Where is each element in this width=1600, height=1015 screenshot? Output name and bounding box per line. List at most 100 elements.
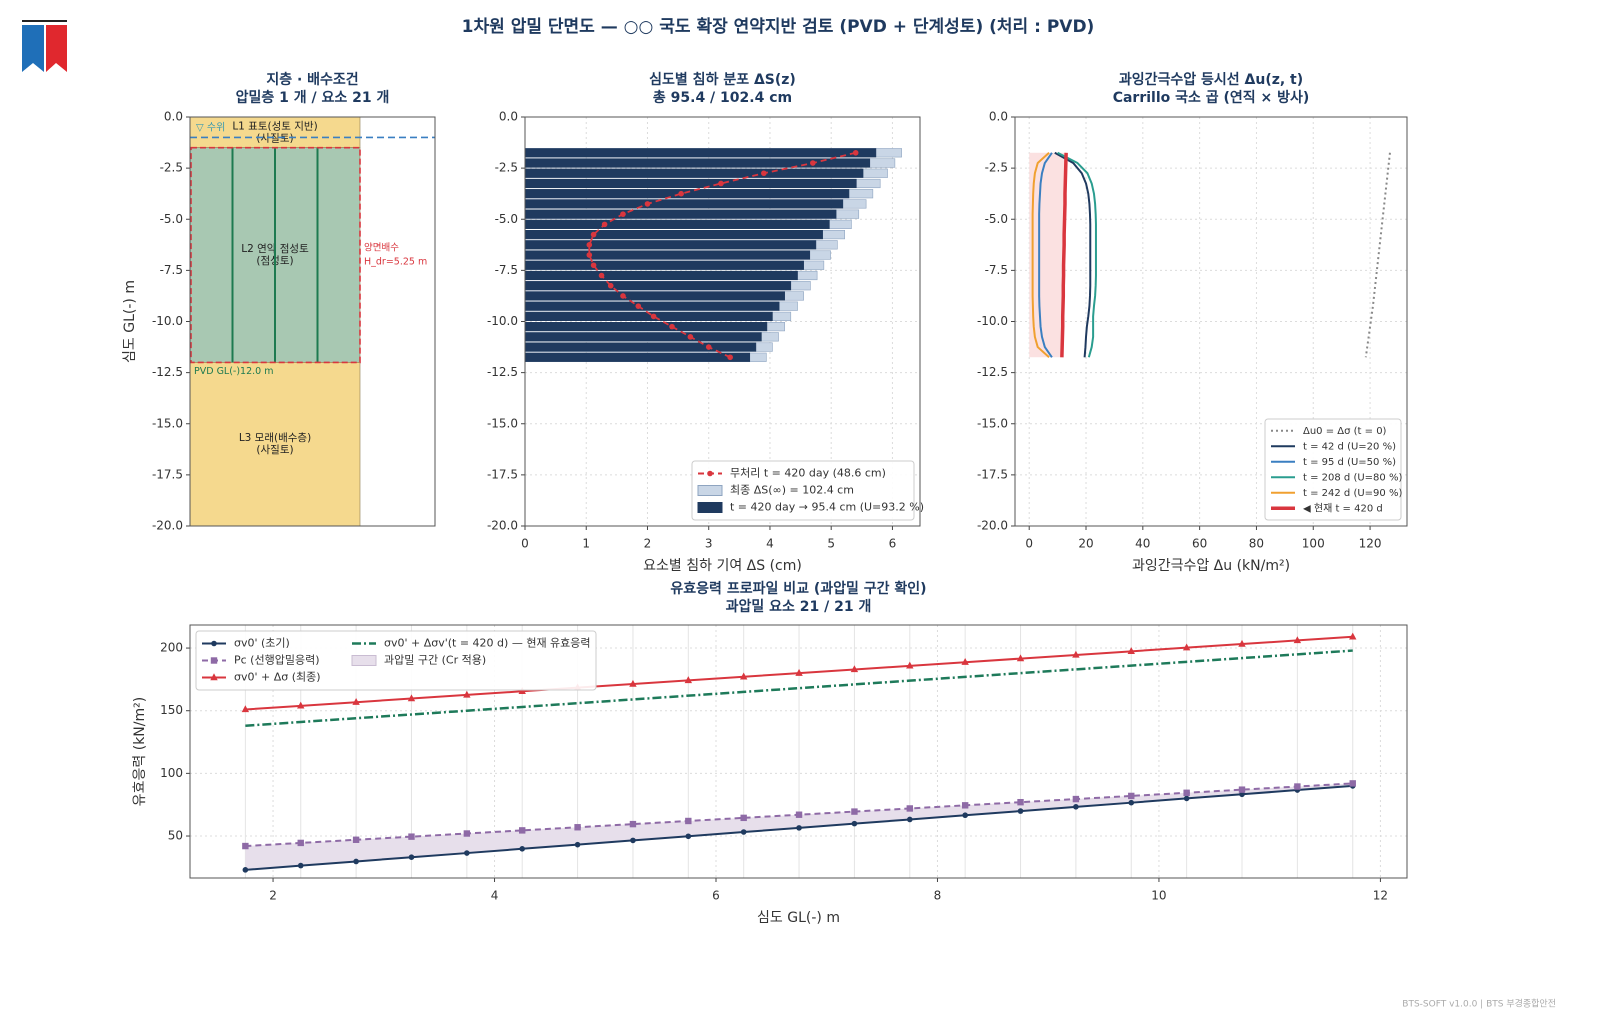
x-axis-label: 요소별 침하 기여 ΔS (cm)	[643, 558, 802, 574]
bar	[524, 158, 871, 168]
y-tick-label: -10.0	[977, 314, 1008, 328]
axes-frame	[524, 116, 921, 527]
x-tick-label: 3	[705, 537, 713, 551]
legend-label: Δu0 = Δσ (t = 0)	[1303, 426, 1387, 437]
marker	[961, 802, 969, 809]
chart-title: 지층 · 배수조건	[266, 71, 358, 88]
marker	[850, 665, 859, 673]
marker	[630, 837, 636, 844]
y-tick-label: 200	[160, 641, 183, 655]
marker	[574, 841, 581, 848]
marker	[407, 694, 416, 702]
bar	[524, 291, 785, 301]
marker	[1182, 643, 1191, 651]
x-tick-label: 10	[1151, 889, 1166, 903]
chart-title: 총 95.4 / 102.4 cm	[653, 90, 792, 106]
axes-frame	[189, 116, 436, 527]
marker	[906, 661, 914, 669]
x-tick-label: 60	[1192, 537, 1207, 551]
marker	[1073, 804, 1079, 810]
marker	[598, 272, 605, 279]
marker	[518, 687, 526, 694]
legend-box	[195, 630, 597, 691]
marker	[408, 854, 415, 860]
marker	[1183, 789, 1190, 796]
logo	[22, 20, 67, 72]
marker	[297, 701, 305, 709]
x-tick-label: 5	[827, 537, 835, 551]
legend-marker	[211, 640, 217, 647]
marker	[718, 180, 724, 187]
x-tick-label: 120	[1359, 537, 1382, 551]
marker	[1293, 636, 1302, 644]
legend-box	[691, 460, 915, 521]
y-tick-label: -12.5	[487, 365, 518, 379]
marker	[684, 676, 693, 684]
legend-swatch	[697, 485, 723, 496]
marker	[761, 170, 767, 177]
bar	[524, 168, 864, 178]
marker	[1349, 632, 1357, 640]
marker	[1016, 654, 1025, 662]
bar	[524, 209, 837, 219]
marker	[463, 690, 471, 698]
marker	[796, 825, 802, 831]
marker	[620, 211, 626, 217]
marker	[297, 839, 304, 847]
x-tick-label: 4	[491, 889, 499, 903]
y-tick-label: -20.0	[487, 519, 518, 533]
y-tick-label: -5.0	[160, 212, 183, 226]
y-tick-label: -5.0	[985, 212, 1008, 226]
marker	[352, 836, 360, 843]
chart-title: 심도별 침하 분포 ΔS(z)	[649, 71, 796, 88]
marker	[1127, 647, 1135, 655]
footer: BTS-SOFT v1.0.0 | BTS 부경종합안전	[1402, 998, 1556, 1010]
y-tick-label: -12.5	[152, 365, 183, 379]
layer-label: (사질토)	[256, 444, 293, 456]
legend-label: ◀ 현재 t = 420 d	[1303, 502, 1383, 514]
marker	[678, 190, 684, 197]
marker	[242, 867, 249, 873]
marker	[629, 820, 637, 828]
series-line	[1038, 152, 1053, 358]
marker	[727, 354, 733, 361]
marker	[1349, 780, 1356, 787]
legend-label: t = 420 day → 95.4 cm (U=93.2 %)	[730, 501, 924, 514]
marker	[1238, 786, 1246, 793]
x-tick-label: 40	[1135, 537, 1150, 551]
series-line	[1060, 152, 1068, 358]
marker	[464, 850, 470, 856]
bar	[524, 240, 817, 250]
layer-label: L1 표토(성토 지반)	[232, 120, 317, 132]
marker	[1072, 650, 1080, 658]
marker	[650, 313, 657, 320]
marker	[241, 705, 250, 713]
marker	[353, 858, 359, 865]
legend-label: 무처리 t = 420 day (48.6 cm)	[730, 467, 886, 480]
marker	[586, 242, 593, 248]
legend-label: σv0' (초기)	[234, 637, 290, 650]
series-line	[1031, 152, 1050, 359]
marker	[629, 679, 637, 687]
y-tick-label: -15.0	[977, 416, 1008, 430]
marker	[463, 830, 471, 837]
marker	[1072, 795, 1080, 803]
y-tick-label: -12.5	[977, 365, 1008, 379]
series-line	[588, 151, 856, 359]
marker	[242, 842, 249, 850]
y-tick-label: -2.5	[160, 161, 183, 175]
soil-layer	[189, 362, 361, 527]
x-axis-label: 과잉간극수압 Δu (kN/m²)	[1132, 558, 1290, 574]
marker	[1238, 639, 1246, 647]
marker	[962, 812, 968, 819]
legend-label: Pc (선행압밀응력)	[234, 654, 319, 667]
marker	[851, 820, 858, 827]
bar	[524, 199, 844, 209]
y-tick-label: -17.5	[487, 467, 518, 481]
marker	[1183, 795, 1190, 802]
y-tick-label: -10.0	[487, 314, 518, 328]
y-tick-label: 0.0	[499, 110, 518, 124]
marker	[685, 833, 692, 840]
